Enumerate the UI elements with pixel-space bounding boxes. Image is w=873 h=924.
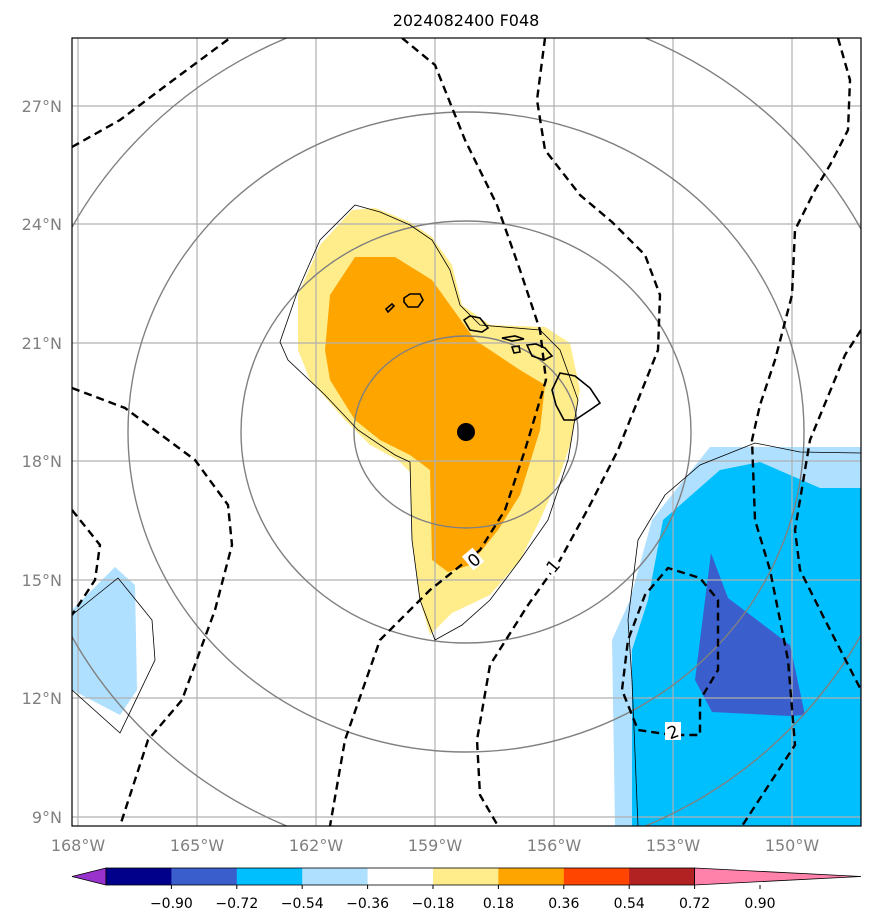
- kauai-island: [403, 293, 424, 308]
- contour-line: [72, 38, 231, 149]
- lon-labels: 168°W 165°W 162°W 159°W 156°W 153°W 150°…: [51, 836, 820, 855]
- molokai-island: [501, 335, 525, 342]
- colorbar-tick-label: 0.54: [614, 896, 645, 912]
- lat-label: 12°N: [22, 689, 62, 708]
- big-island: [551, 372, 602, 421]
- colorbar-extend-min: [71, 867, 107, 886]
- colorbar-segment: [302, 868, 369, 885]
- colorbar-segment: [563, 868, 630, 885]
- lat-label: 15°N: [22, 571, 62, 590]
- contour-line: [72, 386, 234, 826]
- lat-label: 21°N: [22, 334, 62, 353]
- map-panel: 0 1 2: [71, 37, 862, 827]
- coastline-islands: [384, 293, 602, 421]
- colorbar-tick-label: −0.72: [215, 896, 258, 912]
- colorbar-tick-label: 0.90: [744, 896, 775, 912]
- dashed-contours: [72, 38, 861, 826]
- colorbar-extend-max: [694, 867, 862, 886]
- lat-labels: 27°N 24°N 21°N 18°N 15°N 12°N 9°N: [22, 97, 62, 827]
- colorbar-frame: [105, 867, 695, 886]
- lon-label: 165°W: [170, 836, 225, 855]
- lat-label: 27°N: [22, 97, 62, 116]
- colorbar-tick-label: −0.36: [346, 896, 389, 912]
- colorbar-segment: [171, 868, 238, 885]
- contour-line: [328, 38, 548, 826]
- colorbar-tick-label: −0.54: [281, 896, 324, 912]
- niihau-island: [384, 302, 396, 314]
- lanai-island: [510, 345, 521, 354]
- oahu-island: [462, 315, 490, 333]
- anomaly-fill-neg-light-west: [72, 567, 137, 715]
- anomaly-fill-neg-strong-east: [695, 553, 805, 716]
- colorbar-segment: [629, 868, 696, 885]
- map-title: 2024082400 F048: [393, 11, 540, 30]
- lon-label: 168°W: [51, 836, 106, 855]
- colorbar-tick-label: 0.18: [483, 896, 514, 912]
- lon-label: 162°W: [289, 836, 344, 855]
- lat-label: 18°N: [22, 452, 62, 471]
- colorbar-tick-label: 0.36: [548, 896, 579, 912]
- storm-center-marker: [457, 423, 475, 441]
- range-rings: [72, 38, 861, 826]
- lon-label: 150°W: [765, 836, 820, 855]
- anomaly-outline: [72, 204, 861, 826]
- colorbar-segment: [106, 868, 172, 885]
- lat-label: 9°N: [32, 808, 62, 827]
- colorbar-segment: [433, 868, 499, 885]
- contour-line: [793, 329, 861, 691]
- colorbar-segment: [367, 868, 434, 885]
- graticule: [72, 38, 861, 826]
- colorbar: −0.90 −0.72 −0.54 −0.36 −0.18 0.18 0.36 0.54 0.7…: [71, 867, 862, 912]
- colorbar-segment: [498, 868, 565, 885]
- contour-line: [740, 38, 852, 826]
- contour-line: [620, 566, 720, 737]
- colorbar-tick-label: −0.18: [412, 896, 455, 912]
- maui-island: [525, 343, 554, 361]
- range-ring-3: [127, 111, 805, 753]
- range-ring-1: [353, 335, 579, 529]
- colorbar-segment: [236, 868, 303, 885]
- lon-label: 153°W: [646, 836, 701, 855]
- colorbar-tick-label: 0.72: [679, 896, 710, 912]
- lon-label: 156°W: [527, 836, 582, 855]
- range-ring-2: [240, 220, 692, 644]
- contour-line: [475, 38, 662, 826]
- lon-label: 159°W: [408, 836, 463, 855]
- colorbar-tick-label: −0.90: [150, 896, 193, 912]
- map-frame: [71, 37, 862, 827]
- lat-label: 24°N: [22, 215, 62, 234]
